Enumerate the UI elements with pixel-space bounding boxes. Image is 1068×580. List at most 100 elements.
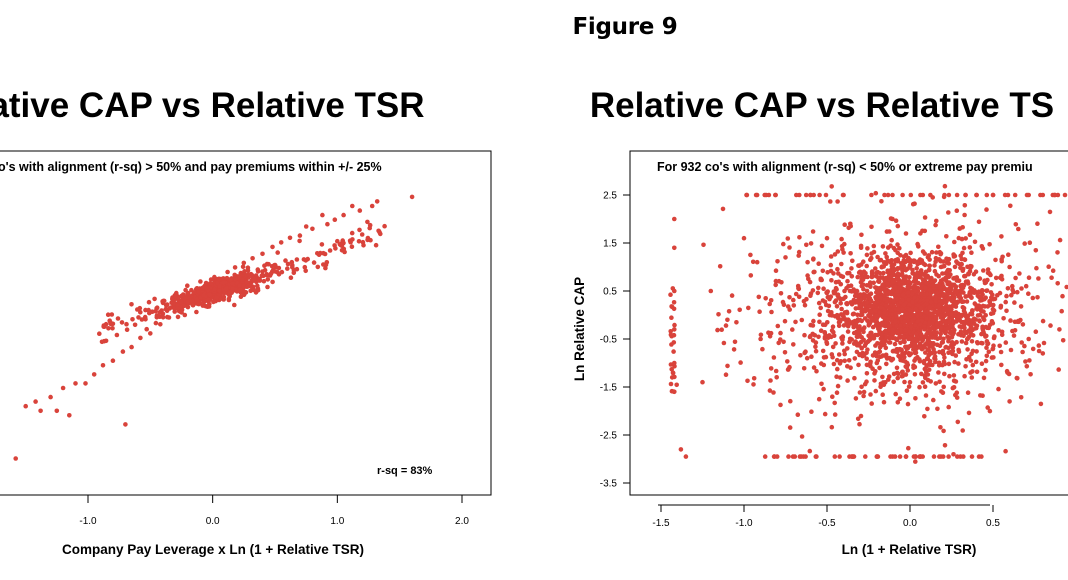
right-point [890,279,895,285]
right-point [883,303,889,309]
right-point [814,368,819,374]
right-point [842,358,847,364]
right-point [906,297,911,302]
right-point [954,192,960,198]
right-point [1059,308,1064,314]
right-point [959,324,964,330]
left-point [160,315,166,320]
right-point [979,288,985,293]
right-point [984,353,990,359]
left-point [335,238,340,244]
right-point [791,303,797,308]
right-point [835,249,841,254]
right-point [801,454,806,459]
right-point [672,374,677,380]
right-point [745,378,750,384]
right-point [1035,221,1040,226]
left-point [144,326,149,332]
right-point [980,325,985,331]
left-point [198,279,203,284]
right-point [774,454,780,459]
x-tick-label-left: 2.0 [455,516,469,527]
right-point [933,314,939,320]
right-point [819,243,825,249]
right-point [798,353,803,358]
left-point [185,283,190,289]
right-point [760,346,765,352]
right-point [857,390,863,395]
left-point [208,277,214,282]
left-point [207,292,213,298]
right-point [834,312,840,318]
right-point [973,359,979,365]
right-point [778,291,784,296]
right-point [791,342,796,347]
right-point [1026,275,1032,281]
right-point [929,275,934,281]
right-point [918,268,924,273]
right-point [674,382,679,388]
left-point [221,294,227,300]
right-point [982,280,988,286]
right-point [927,287,933,293]
right-point [783,255,788,260]
right-point [766,192,772,198]
right-point [1006,371,1012,377]
right-point [848,221,853,227]
right-point [893,319,898,325]
right-point [1026,291,1031,297]
right-point [860,307,866,313]
left-point [360,239,366,245]
right-point [872,378,877,383]
right-point [908,263,913,268]
right-point [1010,287,1015,293]
right-point [719,327,724,333]
right-point [918,345,923,350]
right-point [858,292,863,297]
right-point [776,278,782,284]
right-point [922,366,928,372]
left-point [136,315,141,320]
right-point [888,243,893,248]
right-point [910,201,916,207]
right-point [846,358,852,363]
x-tick-label-left: 0.0 [206,516,220,527]
right-point [873,388,879,394]
left-point [179,310,184,315]
right-point [845,364,850,369]
points-right [668,183,1068,464]
right-point [774,375,779,380]
right-point [895,257,900,262]
right-point [797,235,802,240]
left-point [143,317,148,322]
right-point [862,316,868,321]
left-point [378,231,383,237]
left-point [207,301,212,307]
right-point [889,274,894,279]
right-point [891,379,896,385]
right-point [979,244,985,249]
right-point [874,296,879,302]
right-point [979,361,985,367]
left-point [365,219,370,225]
left-point [217,288,222,294]
right-point [1004,293,1009,299]
right-point [1017,271,1022,276]
right-point [922,215,928,220]
left-point [109,312,115,317]
right-point [875,275,881,280]
right-point [894,323,899,329]
left-point [201,299,207,305]
right-point [723,372,729,378]
right-point [835,199,840,204]
points-left [13,194,415,461]
left-point [332,243,337,248]
right-point [825,308,831,314]
right-point [811,269,816,275]
left-point [153,320,159,326]
right-point [850,258,855,264]
left-point [241,260,247,266]
right-point [841,250,846,255]
